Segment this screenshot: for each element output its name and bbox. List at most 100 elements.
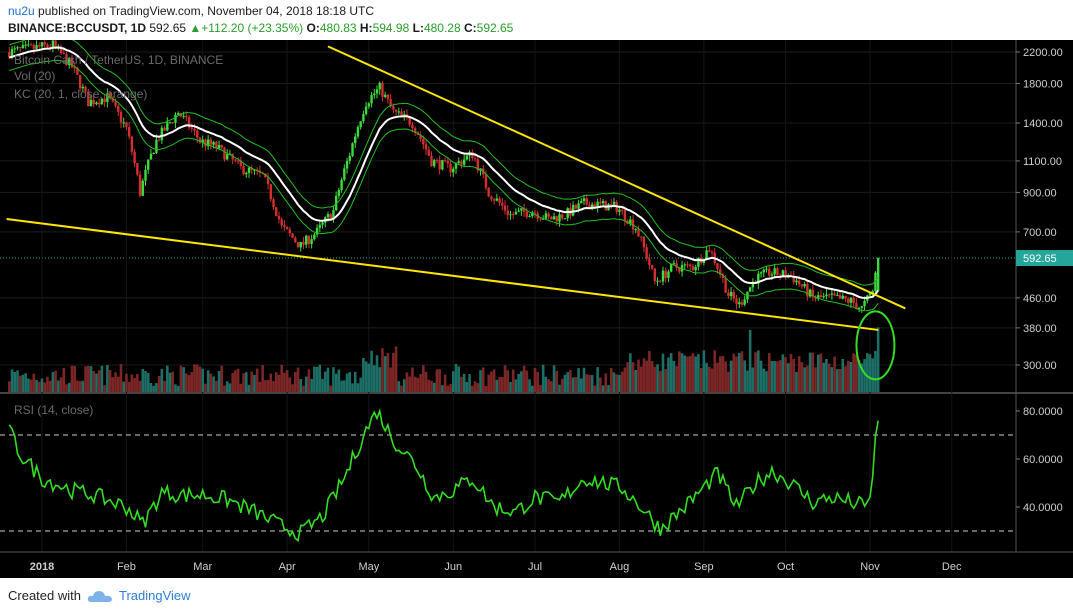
volume-bar [212, 376, 215, 392]
volume-bar [827, 363, 831, 392]
tradingview-link[interactable]: TradingView [118, 588, 191, 603]
change-up-icon: ▲ [189, 21, 202, 35]
chart-canvas[interactable]: 300.00 380.00 460.00 700.00 900.00 1100.00 140… [0, 34, 1073, 578]
volume-bar [217, 370, 221, 392]
volume-bar [51, 372, 55, 392]
candle-body [729, 292, 733, 297]
volume-bar [501, 377, 504, 392]
candle-body [847, 298, 850, 303]
candle-body [198, 137, 202, 143]
upper-trendline [327, 45, 906, 310]
candle-body [757, 273, 760, 284]
candle-body [408, 117, 411, 125]
candle-body [381, 82, 384, 97]
volume-bar [359, 377, 362, 392]
price-axis[interactable]: 300.00 380.00 460.00 700.00 900.00 1100.00 140… [1015, 40, 1073, 552]
volume-bar [345, 373, 349, 392]
volume-bar [830, 367, 834, 392]
volume-bar [381, 348, 384, 392]
volume-bar [78, 380, 82, 392]
candle-body [373, 93, 376, 96]
candle-body [460, 161, 463, 165]
volume-bar [185, 373, 188, 392]
candle-body [272, 199, 275, 208]
volume-bar [261, 365, 264, 392]
volume-bar [29, 379, 33, 392]
price-tick-label: 300.00 [1023, 360, 1057, 372]
candle-body [795, 280, 798, 283]
volume-bar [528, 379, 531, 392]
volume-bar [645, 360, 648, 392]
candle-body [601, 201, 605, 204]
volume-bar [773, 361, 776, 392]
price-tick-label: 700.00 [1023, 227, 1057, 239]
chart-area[interactable]: 300.00 380.00 460.00 700.00 900.00 1100.00 140… [0, 34, 1073, 578]
volume-bar [165, 365, 169, 392]
volume-bar [438, 369, 441, 392]
time-axis[interactable]: 2018 Feb Mar Apr May Jun Jul Aug Sep Oct Nov Dec [0, 551, 1073, 578]
volume-bar [326, 367, 330, 392]
candle-body [174, 114, 177, 123]
candle-body [397, 111, 401, 113]
volume-bar [642, 358, 646, 392]
volume-bar [503, 365, 507, 392]
time-tick-label: Oct [777, 561, 794, 573]
author-link[interactable]: nu2u [8, 4, 35, 18]
candle-body [329, 214, 332, 220]
volume-bar [836, 369, 839, 392]
candle-body [574, 205, 578, 209]
candle-body [484, 174, 488, 188]
candle-body [686, 264, 689, 266]
volume-bar [462, 373, 466, 392]
candle-body [310, 239, 313, 244]
candle-body [68, 58, 71, 66]
candle-body [258, 170, 262, 173]
candle-body [364, 106, 368, 115]
volume-bar [171, 371, 175, 392]
volume-bar [394, 346, 398, 392]
volume-bar [21, 374, 25, 392]
candle-body [163, 127, 166, 131]
volume-bar [242, 373, 245, 392]
published-text: published on TradingView.com, November 0… [38, 4, 375, 18]
candle-body [144, 169, 147, 181]
candle-body [640, 236, 643, 238]
keltner-channel [9, 34, 880, 312]
candle-body [362, 114, 365, 122]
candle-body [735, 298, 738, 305]
candle-body [501, 202, 504, 206]
volume-bar [525, 370, 529, 392]
candle-body [332, 210, 335, 220]
volume-bars [8, 327, 880, 392]
volume-bar [364, 361, 368, 392]
price-tick-label: 2200.00 [1023, 47, 1063, 59]
volume-bar [236, 368, 240, 392]
candle-body [288, 229, 292, 234]
volume-bar [876, 327, 880, 392]
candle-body [511, 214, 515, 216]
candle-body [759, 272, 763, 274]
candle-body [596, 201, 599, 209]
high-value: 594.98 [372, 21, 410, 35]
candle-body [125, 122, 128, 128]
candle-body [433, 160, 436, 167]
time-tick-label: Jun [444, 561, 462, 573]
volume-bar [599, 377, 602, 392]
volume-bar [795, 371, 798, 392]
candle-body [103, 98, 106, 102]
candle-body [876, 258, 880, 291]
candle-body [710, 251, 714, 253]
volume-bar [264, 380, 267, 392]
candle-body [84, 86, 87, 92]
candle-body [62, 53, 65, 55]
candle-body [844, 295, 847, 299]
candle-body [819, 295, 823, 298]
volume-bar [833, 356, 836, 392]
volume-bar [748, 329, 752, 392]
volume-bar [852, 353, 855, 392]
volume-bar [111, 377, 115, 392]
volume-bar [383, 356, 387, 392]
close-value: 592.65 [476, 21, 514, 35]
volume-bar [735, 356, 738, 392]
candle-body [618, 209, 621, 212]
